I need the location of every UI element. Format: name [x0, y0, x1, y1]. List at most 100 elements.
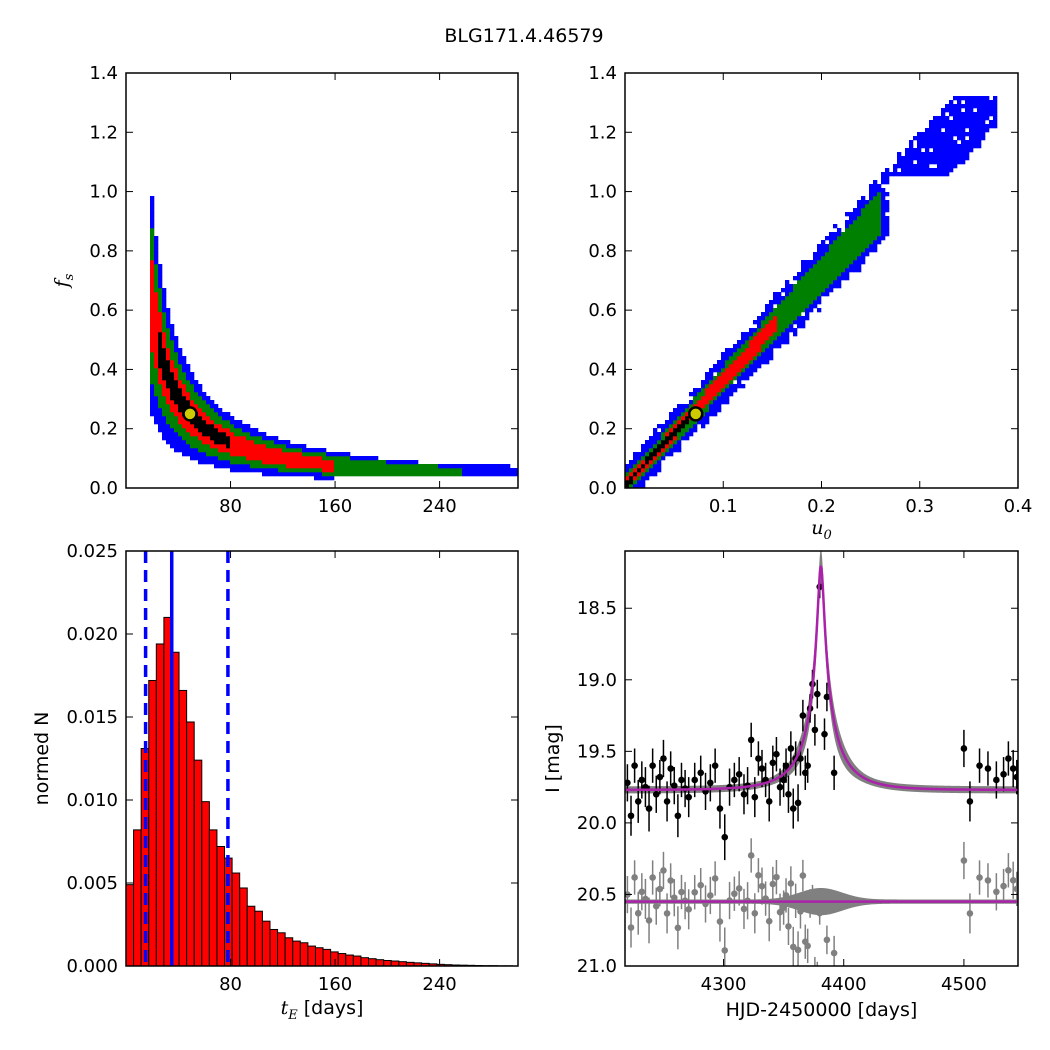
residual-point — [656, 885, 664, 893]
heatmap-cell — [869, 224, 874, 229]
heatmap-cell — [170, 336, 175, 341]
heatmap-cell — [881, 224, 886, 229]
heatmap-cell — [150, 264, 155, 269]
heatmap-cell — [234, 468, 239, 473]
heatmap-cell — [270, 440, 275, 445]
heatmap-cell — [649, 444, 654, 449]
heatmap-cell — [182, 448, 187, 453]
heatmap-cell — [965, 156, 970, 161]
heatmap-cell — [789, 324, 794, 329]
heatmap-cell — [745, 332, 750, 337]
heatmap-cell — [697, 404, 702, 409]
heatmap-cell — [677, 424, 682, 429]
heatmap-cell — [186, 452, 191, 457]
heatmap-cell — [294, 472, 299, 477]
heatmap-cell — [350, 468, 355, 473]
heatmap-cell — [150, 396, 155, 401]
heatmap-cell — [234, 456, 239, 461]
heatmap-cell — [693, 392, 698, 397]
heatmap-cell — [150, 336, 155, 341]
u0-fs-heatmap — [625, 96, 998, 489]
heatmap-cell — [777, 340, 782, 345]
heatmap-cell — [178, 436, 183, 441]
heatmap-cell — [801, 292, 806, 297]
heatmap-cell — [945, 124, 950, 129]
heatmap-cell — [681, 420, 686, 425]
heatmap-cell — [222, 444, 227, 449]
heatmap-cell — [154, 336, 159, 341]
heatmap-cell — [190, 428, 195, 433]
histogram-bar — [148, 679, 157, 967]
heatmap-cell — [346, 460, 351, 465]
heatmap-cell — [813, 280, 818, 285]
y-tick-label: 21.0 — [577, 956, 617, 977]
heatmap-cell — [450, 472, 455, 477]
heatmap-cell — [162, 360, 167, 365]
heatmap-cell — [773, 336, 778, 341]
heatmap-cell — [801, 320, 806, 325]
heatmap-cell — [925, 160, 930, 165]
heatmap-cell — [961, 104, 966, 109]
heatmap-cell — [737, 344, 742, 349]
heatmap-cell — [198, 452, 203, 457]
residual-point — [799, 872, 807, 879]
heatmap-cell — [953, 156, 958, 161]
heatmap-cell — [629, 460, 634, 465]
heatmap-cell — [266, 468, 271, 473]
heatmap-cell — [298, 472, 303, 477]
heatmap-cell — [226, 456, 231, 461]
heatmap-cell — [729, 384, 734, 389]
heatmap-cell — [202, 404, 207, 409]
heatmap-cell — [278, 472, 283, 477]
heatmap-cell — [749, 372, 754, 377]
heatmap-cell — [797, 316, 802, 321]
heatmap-cell — [825, 264, 830, 269]
data-point — [660, 755, 667, 762]
heatmap-cell — [170, 436, 175, 441]
heatmap-cell — [170, 344, 175, 349]
heatmap-cell — [625, 464, 630, 469]
heatmap-cell — [717, 380, 722, 385]
heatmap-cell — [222, 460, 227, 465]
heatmap-cell — [777, 304, 782, 309]
heatmap-cell — [861, 216, 866, 221]
heatmap-cell — [849, 260, 854, 265]
heatmap-cell — [685, 436, 690, 441]
heatmap-cell — [841, 276, 846, 281]
heatmap-cell — [270, 464, 275, 469]
heatmap-cell — [162, 372, 167, 377]
heatmap-cell — [773, 300, 778, 305]
heatmap-cell — [234, 464, 239, 469]
heatmap-cell — [182, 356, 187, 361]
heatmap-cell — [801, 284, 806, 289]
heatmap-cell — [861, 256, 866, 261]
heatmap-cell — [765, 344, 770, 349]
heatmap-cell — [853, 216, 858, 221]
heatmap-cell — [813, 256, 818, 261]
data-point — [1000, 770, 1007, 778]
heatmap-cell — [921, 136, 926, 141]
heatmap-cell — [665, 444, 670, 449]
heatmap-cell — [478, 472, 483, 477]
heatmap-cell — [713, 408, 718, 413]
heatmap-cell — [785, 336, 790, 341]
heatmap-cell — [302, 460, 307, 465]
heatmap-cell — [158, 376, 163, 381]
heatmap-cell — [925, 128, 930, 133]
heatmap-cell — [869, 196, 874, 201]
heatmap-cell — [178, 360, 183, 365]
x-tick-label: 160 — [318, 974, 352, 995]
heatmap-cell — [801, 316, 806, 321]
heatmap-cell — [705, 404, 710, 409]
heatmap-cell — [206, 420, 211, 425]
data-point — [799, 712, 807, 719]
heatmap-cell — [989, 120, 994, 125]
residual-point — [711, 875, 719, 882]
heatmap-cell — [306, 448, 311, 453]
heatmap-cell — [222, 416, 227, 421]
heatmap-cell — [262, 460, 267, 465]
heatmap-cell — [390, 468, 395, 473]
heatmap-cell — [985, 124, 990, 129]
heatmap-cell — [981, 104, 986, 109]
heatmap-cell — [717, 372, 722, 377]
